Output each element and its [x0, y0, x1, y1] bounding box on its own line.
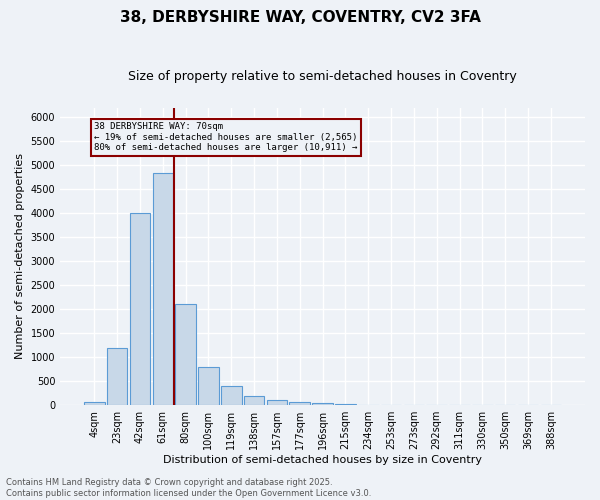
Text: 38 DERBYSHIRE WAY: 70sqm
← 19% of semi-detached houses are smaller (2,565)
80% o: 38 DERBYSHIRE WAY: 70sqm ← 19% of semi-d…: [94, 122, 358, 152]
Title: Size of property relative to semi-detached houses in Coventry: Size of property relative to semi-detach…: [128, 70, 517, 83]
Bar: [221, 386, 242, 405]
Bar: [107, 348, 127, 405]
Text: Contains HM Land Registry data © Crown copyright and database right 2025.
Contai: Contains HM Land Registry data © Crown c…: [6, 478, 371, 498]
X-axis label: Distribution of semi-detached houses by size in Coventry: Distribution of semi-detached houses by …: [163, 455, 482, 465]
Y-axis label: Number of semi-detached properties: Number of semi-detached properties: [15, 154, 25, 360]
Bar: [335, 404, 356, 405]
Bar: [175, 304, 196, 405]
Bar: [130, 214, 150, 405]
Bar: [266, 400, 287, 405]
Bar: [289, 402, 310, 405]
Bar: [84, 402, 104, 405]
Bar: [198, 367, 219, 405]
Bar: [152, 172, 173, 405]
Text: 38, DERBYSHIRE WAY, COVENTRY, CV2 3FA: 38, DERBYSHIRE WAY, COVENTRY, CV2 3FA: [119, 10, 481, 25]
Bar: [313, 404, 333, 405]
Bar: [244, 396, 265, 405]
